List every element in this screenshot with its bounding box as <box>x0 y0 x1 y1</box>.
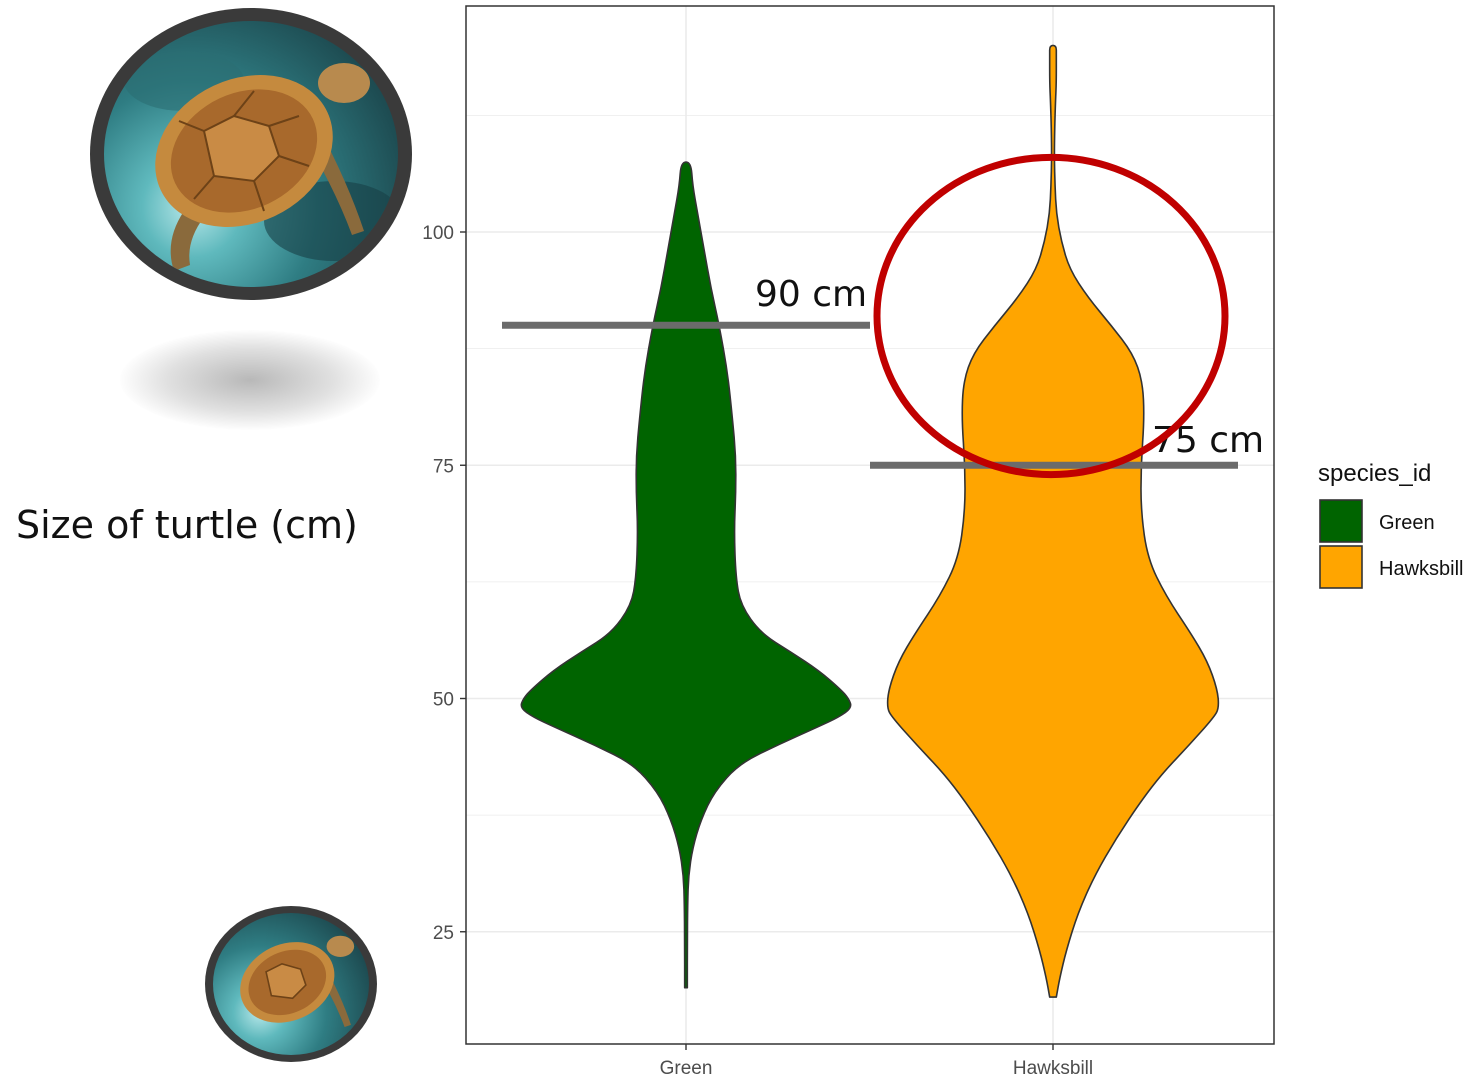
x-tick-label-hawksbill: Hawksbill <box>1013 1058 1093 1079</box>
annotation-90-cm: 90 cm <box>755 274 867 315</box>
turtle-photo-small <box>205 906 377 1062</box>
legend-label-hawksbill: Hawksbill <box>1379 558 1463 580</box>
turtle-photo-image <box>104 21 398 287</box>
plot-border <box>465 5 1275 1045</box>
turtle-photo-large <box>90 8 412 300</box>
y-axis-side-label: Size of turtle (cm) <box>16 503 358 547</box>
y-tick-label: 75 <box>433 456 454 477</box>
highlight-circle <box>873 153 1229 479</box>
x-tick-label-green: Green <box>660 1058 713 1079</box>
turtle-illustration-small <box>240 935 355 1027</box>
violin-green <box>520 161 852 989</box>
turtle-illustration <box>124 51 398 271</box>
legend-title: species_id <box>1318 460 1431 487</box>
legend-label-green: Green <box>1379 512 1435 534</box>
legend-swatch-green <box>1319 499 1363 543</box>
turtle-photo-image-small <box>213 913 369 1055</box>
y-tick-label: 50 <box>433 690 454 711</box>
violin-hawksbill <box>886 44 1220 998</box>
annotation-75-cm: 75 cm <box>1152 420 1264 461</box>
legend-swatch-hawksbill <box>1319 545 1363 589</box>
photo-shadow <box>120 330 380 430</box>
plot-panel <box>466 6 1274 1044</box>
y-tick-label: 100 <box>422 223 454 244</box>
y-tick-label: 25 <box>433 923 454 944</box>
